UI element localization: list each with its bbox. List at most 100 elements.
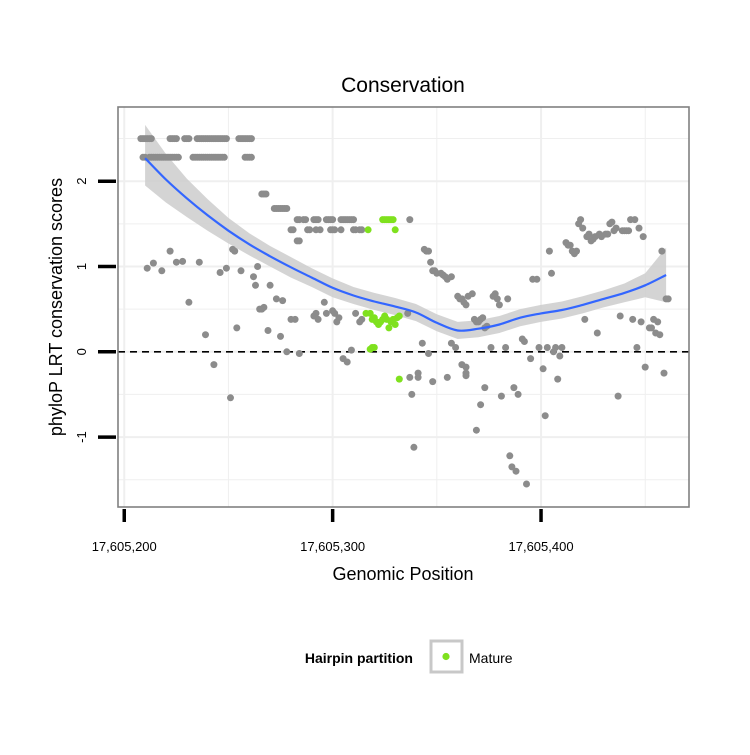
data-point-other [514, 390, 522, 398]
data-point-other [352, 309, 360, 317]
legend-title: Hairpin partition [305, 650, 413, 666]
data-point-other [329, 216, 337, 224]
data-point-other [222, 135, 230, 143]
data-point-other [179, 257, 187, 265]
chart-title: Conservation [341, 74, 465, 97]
data-point-other [427, 258, 435, 266]
data-point-other [585, 230, 593, 238]
plot-area [117, 106, 690, 508]
data-point-other [477, 401, 485, 409]
data-point-other [302, 216, 310, 224]
data-point-other [283, 348, 291, 356]
data-point-other [554, 375, 562, 383]
data-point-mature [391, 226, 399, 234]
data-point-mature [370, 344, 378, 351]
data-point-other [566, 241, 574, 249]
x-tick-label: 17,605,200 [92, 539, 157, 554]
data-point-other [633, 344, 641, 351]
data-point-other [604, 230, 612, 238]
data-point-mature [395, 312, 403, 320]
data-point-other [429, 378, 437, 386]
data-point-other [316, 226, 324, 234]
data-point-other [404, 309, 412, 317]
data-point-other [629, 315, 637, 323]
data-point-other [233, 324, 241, 332]
y-axis: -1 0 1 2 [74, 178, 116, 443]
data-point-other [222, 264, 230, 272]
data-point-other [639, 233, 647, 241]
y-axis-label: phyloP LRT conservation scores [46, 178, 66, 436]
data-point-other [149, 259, 157, 267]
data-point-other [252, 281, 259, 289]
data-point-other [172, 258, 180, 266]
data-point-other [247, 135, 255, 143]
legend-key-mature-point [442, 652, 450, 661]
data-point-other [577, 216, 585, 224]
data-point-other [506, 452, 514, 460]
legend: Hairpin partition Mature [305, 639, 513, 674]
data-point-other [266, 281, 274, 289]
data-point-other [664, 295, 672, 303]
data-point-other [535, 344, 543, 351]
data-point-other [447, 339, 455, 347]
data-point-mature [389, 216, 397, 224]
x-axis-label: Genomic Position [332, 564, 473, 584]
y-tick-label: 1 [74, 263, 89, 270]
data-point-other [272, 295, 280, 303]
y-tick-label: -1 [74, 431, 89, 443]
x-tick-label: 17,605,300 [300, 539, 365, 554]
data-points [137, 135, 672, 488]
data-point-other [343, 358, 351, 366]
data-point-other [174, 153, 182, 161]
data-point-other [614, 392, 622, 400]
data-point-other [654, 318, 662, 326]
y-tick-label: 2 [74, 178, 89, 185]
data-point-other [608, 218, 616, 226]
data-point-other [660, 369, 668, 377]
data-point-other [185, 135, 193, 143]
data-point-other [335, 314, 343, 322]
data-point-other [552, 344, 560, 351]
data-point-other [347, 346, 355, 354]
data-point-other [502, 344, 510, 351]
data-point-mature [391, 321, 399, 328]
data-point-other [277, 332, 284, 340]
data-point-other [641, 363, 649, 371]
grid-lines [118, 107, 689, 507]
data-point-mature [364, 226, 372, 234]
data-point-other [322, 309, 330, 317]
data-point-other [425, 247, 432, 255]
data-point-other [612, 224, 620, 232]
data-point-other [260, 303, 268, 311]
data-point-other [481, 384, 489, 392]
data-point-other [635, 224, 643, 232]
data-point-other [658, 247, 666, 255]
y-tick-label: 0 [74, 348, 89, 355]
data-point-other [247, 153, 255, 161]
data-point-other [458, 361, 466, 369]
data-point-other [158, 267, 166, 275]
data-point-other [414, 373, 422, 381]
data-point-other [406, 373, 414, 381]
data-point-other [573, 247, 580, 255]
data-point-other [520, 338, 528, 345]
data-point-other [264, 327, 272, 334]
data-point-other [172, 135, 180, 143]
data-point-other [425, 350, 432, 357]
data-point-other [468, 290, 476, 298]
data-point-other [510, 384, 518, 392]
x-axis: 17,605,200 17,605,300 17,605,400 [92, 509, 574, 554]
data-point-other [210, 361, 218, 369]
data-point-other [495, 301, 503, 309]
data-point-other [656, 331, 664, 339]
x-tick-label: 17,605,400 [509, 539, 574, 554]
data-point-other [291, 315, 299, 323]
data-point-other [279, 297, 287, 305]
data-point-other [504, 295, 512, 303]
data-point-other [331, 309, 339, 317]
data-point-other [443, 373, 451, 381]
data-point-other [143, 264, 151, 272]
plot-border [117, 106, 690, 508]
